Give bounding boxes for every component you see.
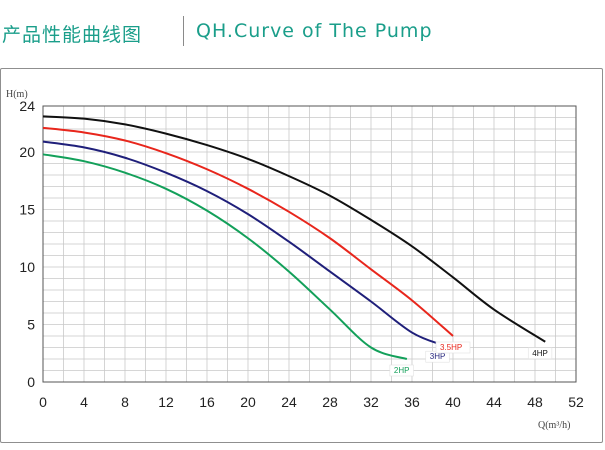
- series-label: 4HP: [532, 349, 548, 358]
- series-label: 3HP: [430, 352, 446, 361]
- x-axis-label: Q(m³/h): [538, 420, 570, 431]
- x-tick-label: 40: [445, 394, 461, 410]
- series-label-box: [389, 364, 414, 377]
- x-tick-label: 48: [527, 394, 543, 410]
- x-tick-label: 8: [121, 394, 129, 410]
- x-tick-label: 44: [486, 394, 502, 410]
- series-line: [42, 115, 546, 343]
- title-divider: [183, 16, 184, 46]
- x-tick-label: 28: [322, 394, 338, 410]
- x-tick-label: 0: [39, 394, 47, 410]
- x-tick-label: 32: [363, 394, 379, 410]
- x-tick-label: 52: [568, 394, 584, 410]
- x-tick-label: 12: [158, 394, 174, 410]
- series-label: 3.5HP: [440, 343, 462, 352]
- series-label-box: [435, 341, 471, 354]
- x-tick-label: 24: [281, 394, 297, 410]
- x-tick-label: 20: [240, 394, 256, 410]
- series-line: [42, 153, 408, 360]
- y-tick-label: 5: [27, 317, 35, 333]
- y-tick-label: 15: [19, 202, 35, 218]
- title-chinese: 产品性能曲线图: [2, 24, 143, 46]
- x-tick-label: 4: [80, 394, 88, 410]
- chart-frame: [0, 68, 603, 443]
- y-tick-label: 20: [19, 144, 35, 160]
- series-line: [42, 126, 454, 337]
- series-label: 2HP: [394, 366, 410, 375]
- y-tick-label: 10: [19, 259, 35, 275]
- x-tick-label: 36: [404, 394, 420, 410]
- plot-area-border: [42, 105, 577, 383]
- y-tick-label: 0: [27, 374, 35, 390]
- page-header: 产品性能曲线图 QH.Curve of The Pump: [0, 0, 605, 60]
- series-line: [42, 140, 444, 347]
- x-tick-label: 16: [199, 394, 215, 410]
- title-english: QH.Curve of The Pump: [196, 20, 433, 42]
- y-axis-label: H(m): [6, 89, 28, 100]
- series-label-box: [527, 347, 553, 360]
- y-tick-label: 24: [19, 98, 35, 114]
